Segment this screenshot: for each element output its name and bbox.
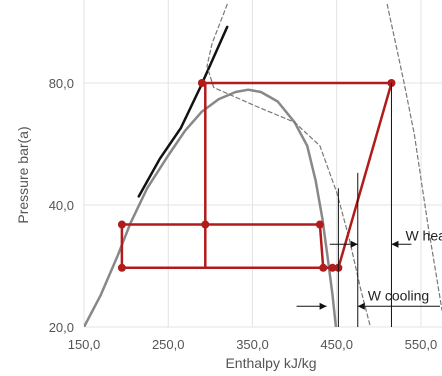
isentropic-1-line [206, 3, 371, 327]
x-tick-label: 550,0 [405, 337, 438, 352]
w-heating-label: W heating [405, 227, 442, 243]
annotation-layer: W heating W cooling [296, 83, 442, 327]
cycle-point [328, 263, 337, 272]
y-axis-title: Pressure bar(a) [15, 126, 31, 223]
x-tick-label: 450,0 [320, 337, 353, 352]
arrow-head [391, 240, 399, 248]
saturation-dome-line [84, 88, 338, 327]
x-tick-label: 250,0 [152, 337, 185, 352]
isotherm-line [137, 25, 229, 198]
series-layer [84, 3, 442, 327]
grid-lines [83, 0, 442, 328]
cycle-point [117, 220, 126, 229]
x-tick-label: 350,0 [236, 337, 269, 352]
axis-ticks: 150,0 250,0 350,0 450,0 550,0 20,0 40,0 80,0 [49, 76, 438, 352]
arrow-head [350, 240, 358, 248]
heat-pump-cycle-line [201, 81, 393, 270]
cycle-point [319, 263, 328, 272]
cycle-point [201, 220, 210, 229]
x-tick-label: 150,0 [68, 337, 101, 352]
refrigeration-cycle-line [120, 223, 325, 270]
cycle-point [197, 79, 206, 87]
cycle-point [315, 220, 324, 229]
cycle-point [117, 263, 126, 272]
y-tick-label: 40,0 [49, 198, 74, 213]
arrow-head [319, 302, 327, 310]
isentropic-2-line [386, 3, 442, 311]
arrow-head [357, 302, 365, 310]
x-axis-title: Enthalpy kJ/kg [225, 355, 316, 371]
w-cooling-label: W cooling [368, 287, 429, 303]
y-tick-label: 20,0 [49, 320, 74, 335]
y-tick-label: 80,0 [49, 76, 74, 91]
